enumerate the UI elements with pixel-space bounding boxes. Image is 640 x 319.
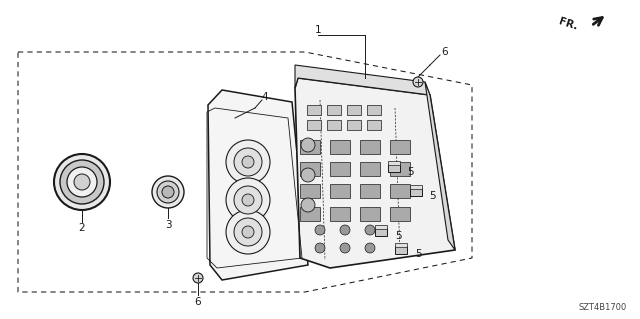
Circle shape <box>234 148 262 176</box>
Bar <box>367 120 381 130</box>
Circle shape <box>234 186 262 214</box>
Polygon shape <box>208 90 308 280</box>
Bar <box>360 184 380 198</box>
Bar <box>327 105 341 115</box>
Circle shape <box>242 156 254 168</box>
Polygon shape <box>425 82 455 250</box>
Circle shape <box>157 181 179 203</box>
Bar <box>375 228 387 236</box>
Bar <box>330 207 350 221</box>
Bar <box>360 207 380 221</box>
Circle shape <box>226 210 270 254</box>
Bar <box>390 140 410 154</box>
Circle shape <box>74 174 90 190</box>
Text: 5: 5 <box>408 167 414 177</box>
Circle shape <box>162 186 174 198</box>
Bar <box>300 162 320 176</box>
Circle shape <box>340 243 350 253</box>
Bar <box>390 184 410 198</box>
Bar <box>330 162 350 176</box>
Bar <box>390 162 410 176</box>
Bar <box>307 105 321 115</box>
Bar <box>410 185 422 189</box>
Circle shape <box>365 225 375 235</box>
Bar <box>375 225 387 229</box>
Bar <box>388 161 400 165</box>
Text: 2: 2 <box>79 223 85 233</box>
Bar <box>390 207 410 221</box>
Bar <box>360 162 380 176</box>
Circle shape <box>193 273 203 283</box>
Bar <box>367 105 381 115</box>
Text: 5: 5 <box>395 231 401 241</box>
Text: 4: 4 <box>262 92 268 102</box>
Circle shape <box>315 243 325 253</box>
Circle shape <box>413 77 423 87</box>
Circle shape <box>234 218 262 246</box>
Circle shape <box>54 154 110 210</box>
Circle shape <box>365 243 375 253</box>
Bar <box>360 140 380 154</box>
Bar <box>395 246 407 254</box>
Bar <box>410 188 422 196</box>
Circle shape <box>301 168 315 182</box>
Text: 5: 5 <box>415 249 421 259</box>
Bar <box>300 184 320 198</box>
Circle shape <box>60 160 104 204</box>
Text: 1: 1 <box>315 25 321 35</box>
Circle shape <box>315 225 325 235</box>
Bar <box>300 207 320 221</box>
Circle shape <box>301 198 315 212</box>
Polygon shape <box>295 78 455 268</box>
Text: SZT4B1700: SZT4B1700 <box>579 303 627 313</box>
Circle shape <box>226 178 270 222</box>
Circle shape <box>242 226 254 238</box>
Bar <box>388 164 400 172</box>
Polygon shape <box>295 65 430 95</box>
Text: 6: 6 <box>195 297 202 307</box>
Bar <box>395 243 407 247</box>
Bar <box>300 140 320 154</box>
Circle shape <box>242 194 254 206</box>
Circle shape <box>67 167 97 197</box>
Circle shape <box>226 140 270 184</box>
Circle shape <box>152 176 184 208</box>
Text: 6: 6 <box>442 47 448 57</box>
Bar <box>330 140 350 154</box>
Text: 5: 5 <box>429 191 436 201</box>
Bar <box>307 120 321 130</box>
Bar <box>330 184 350 198</box>
Text: 3: 3 <box>164 220 172 230</box>
Circle shape <box>301 138 315 152</box>
Text: FR.: FR. <box>557 16 579 32</box>
Bar <box>327 120 341 130</box>
Bar <box>347 105 361 115</box>
Bar <box>347 120 361 130</box>
Circle shape <box>340 225 350 235</box>
